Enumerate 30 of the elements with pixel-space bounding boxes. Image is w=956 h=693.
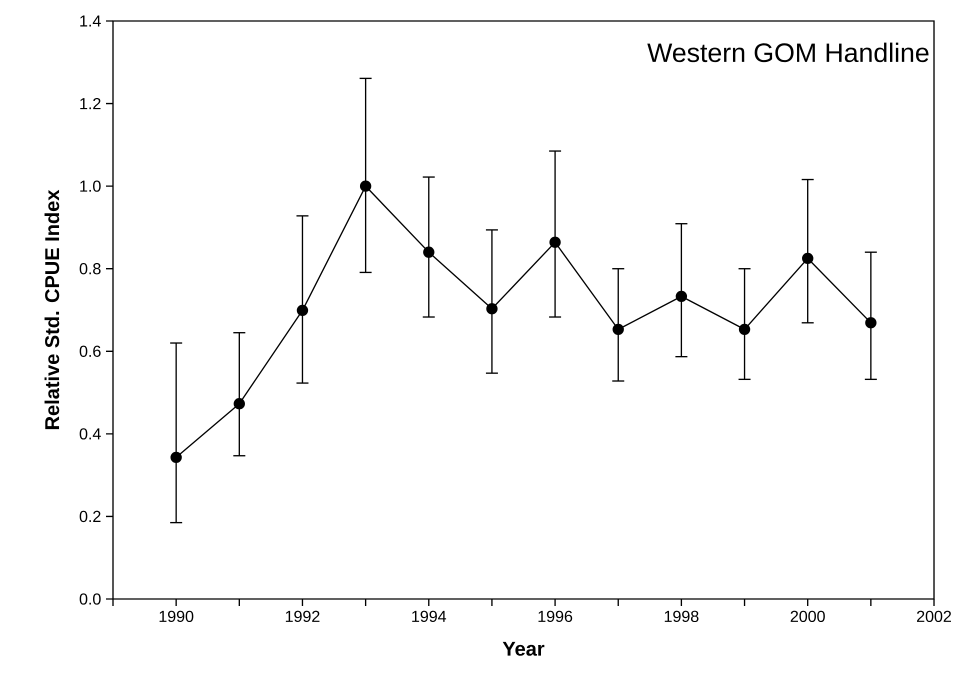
point bbox=[360, 180, 372, 192]
y-tick-label: 0.6 bbox=[80, 346, 101, 357]
y-axis-title: Relative Std. CPUE Index bbox=[44, 190, 60, 430]
point bbox=[296, 304, 308, 316]
y-tick-label: 1.0 bbox=[80, 180, 101, 192]
point bbox=[865, 317, 877, 328]
point bbox=[486, 303, 498, 314]
y-tick-label: 0.2 bbox=[80, 510, 100, 522]
x-axis-title: Year bbox=[502, 642, 544, 656]
x-tick-label: 2002 bbox=[917, 610, 951, 622]
x-tick-label: 1996 bbox=[538, 610, 572, 622]
point bbox=[802, 252, 814, 264]
point bbox=[234, 398, 245, 410]
point bbox=[170, 452, 182, 464]
point bbox=[676, 290, 688, 302]
x-tick-label: 1994 bbox=[412, 610, 446, 622]
text: Western GOM Handline bbox=[647, 42, 928, 62]
y-tick-label: 1.2 bbox=[80, 98, 100, 110]
y-tick-label: 0.0 bbox=[80, 593, 101, 605]
x-tick-label: 1992 bbox=[286, 610, 320, 622]
x-tick-label: 2000 bbox=[790, 610, 825, 622]
y-tick-label: 0.8 bbox=[80, 263, 101, 274]
x-tick-label: 1998 bbox=[664, 610, 698, 622]
x-tick-label: 1990 bbox=[160, 610, 194, 622]
point bbox=[423, 246, 434, 258]
point bbox=[612, 324, 624, 336]
point bbox=[549, 236, 561, 248]
y-tick-label: 1.4 bbox=[80, 16, 101, 26]
point bbox=[738, 324, 750, 336]
y-tick-label: 0.4 bbox=[80, 428, 101, 440]
